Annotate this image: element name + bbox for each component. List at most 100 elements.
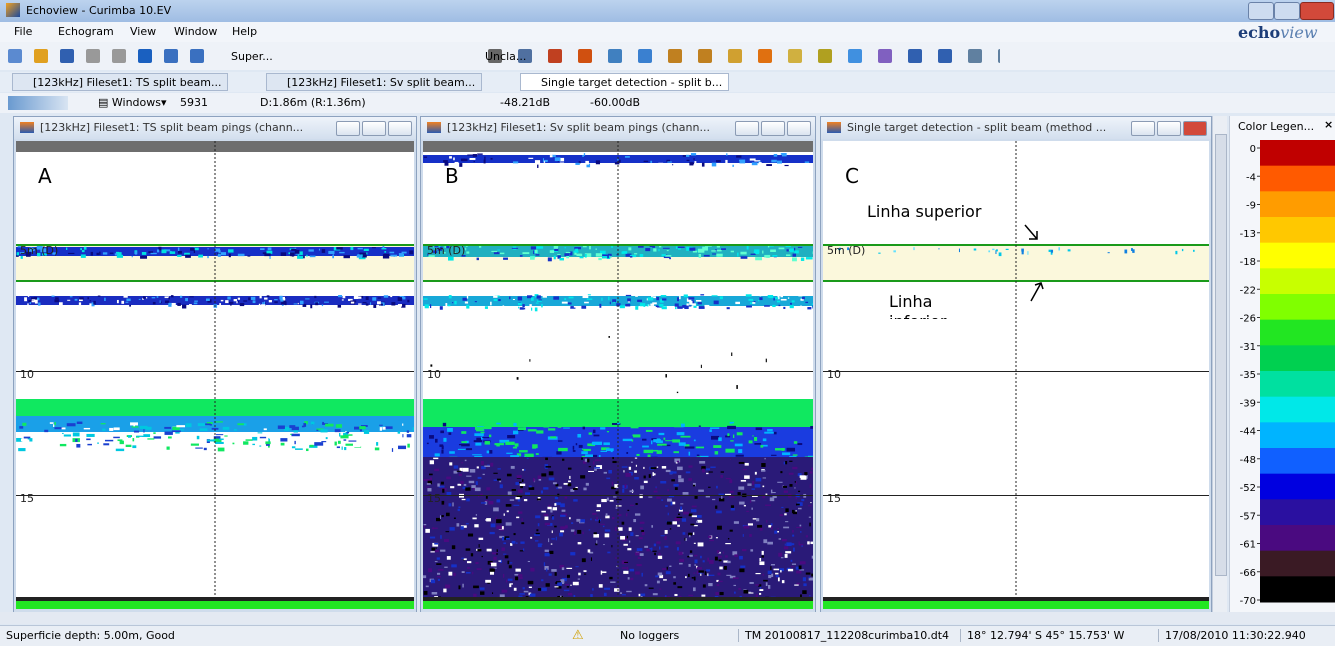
echo-noise <box>791 560 793 562</box>
echo-noise <box>733 585 736 586</box>
echo-noise <box>306 449 308 451</box>
menu-item[interactable]: View <box>130 25 156 38</box>
tab[interactable]: [123kHz] Fileset1: TS split beam... <box>12 73 228 91</box>
echo-noise <box>437 576 441 577</box>
toolbar-icon[interactable] <box>138 49 152 63</box>
echo-noise <box>314 442 323 446</box>
echo-noise <box>522 479 524 482</box>
maximize-button[interactable] <box>1274 2 1300 20</box>
tab[interactable]: Single target detection - split b... <box>520 73 729 91</box>
window-button[interactable] <box>1131 121 1155 136</box>
echo-noise <box>714 301 719 305</box>
toolbar-icon[interactable] <box>968 49 982 63</box>
close-button[interactable] <box>787 121 811 136</box>
echo-noise <box>536 430 543 433</box>
echo-noise <box>662 306 667 309</box>
echo-noise <box>620 592 622 594</box>
echo-noise <box>90 300 91 301</box>
echo-noise <box>687 160 690 161</box>
depth-line <box>423 495 813 496</box>
close-button[interactable] <box>388 121 412 136</box>
legend-close[interactable]: × <box>1324 118 1333 131</box>
layout-icons[interactable] <box>8 96 68 110</box>
toolbar-icon[interactable] <box>698 49 712 63</box>
menu-item[interactable]: File <box>14 25 32 38</box>
window-button[interactable] <box>336 121 360 136</box>
legend-swatch <box>1260 551 1335 577</box>
echo-noise <box>878 253 880 254</box>
menu-item[interactable]: Echogram <box>58 25 114 38</box>
echo-noise <box>18 448 25 451</box>
echo-noise <box>600 524 605 525</box>
windows-menu[interactable]: ▤ Windows▾ <box>98 96 167 109</box>
depth-label: 15 <box>827 492 841 505</box>
echo-noise <box>759 558 761 561</box>
echo-noise <box>377 301 381 304</box>
toolbar-icon[interactable] <box>998 49 1000 63</box>
toolbar-icon[interactable] <box>190 49 204 63</box>
echo-noise <box>204 448 207 450</box>
echo-noise <box>105 440 113 442</box>
toolbar-icon[interactable] <box>164 49 178 63</box>
close-button[interactable] <box>1183 121 1207 136</box>
echo-noise <box>559 533 563 537</box>
toolbar-icon[interactable] <box>86 49 100 63</box>
toolbar-icon[interactable] <box>848 49 862 63</box>
toolbar-icon[interactable] <box>548 49 562 63</box>
toolbar-icon[interactable] <box>878 49 892 63</box>
toolbar-icon[interactable] <box>34 49 48 63</box>
toolbar-icon[interactable] <box>938 49 952 63</box>
toolbar-item[interactable]: Super... <box>231 50 273 63</box>
tab[interactable]: [123kHz] Fileset1: Sv split beam... <box>266 73 482 91</box>
echo-noise <box>798 491 800 492</box>
echo-noise <box>666 470 671 472</box>
echo-noise <box>291 434 299 437</box>
window-button[interactable] <box>1157 121 1181 136</box>
echo-noise <box>475 443 481 446</box>
toolbar-icon[interactable] <box>608 49 622 63</box>
echo-noise <box>794 441 797 444</box>
echo-noise <box>731 508 735 511</box>
toolbar-icon[interactable] <box>112 49 126 63</box>
echo-noise <box>448 572 452 576</box>
toolbar-icon[interactable] <box>818 49 832 63</box>
toolbar-icon[interactable] <box>788 49 802 63</box>
toolbar-icon[interactable] <box>908 49 922 63</box>
toolbar-icon[interactable] <box>8 49 22 63</box>
menu-item[interactable]: Help <box>232 25 257 38</box>
window-button[interactable] <box>362 121 386 136</box>
toolbar-item[interactable]: Uncla... <box>485 50 526 63</box>
echo-noise <box>601 571 602 575</box>
echo-noise <box>444 567 447 568</box>
echo-noise <box>552 155 556 157</box>
menu-item[interactable]: Window <box>174 25 217 38</box>
echo-noise <box>385 426 393 429</box>
minimize-button[interactable] <box>1248 2 1274 20</box>
toolbar-icon[interactable] <box>60 49 74 63</box>
toolbar-icon[interactable] <box>758 49 772 63</box>
horizontal-scrollbar[interactable] <box>0 612 1335 624</box>
echo-noise <box>285 297 286 298</box>
close-button[interactable] <box>1300 2 1334 20</box>
echo-noise <box>457 471 461 472</box>
echo-noise <box>640 486 644 490</box>
vertical-scrollbar[interactable] <box>1212 116 1227 614</box>
toolbar-icon[interactable] <box>638 49 652 63</box>
echo-noise <box>186 423 192 427</box>
echo-noise <box>468 534 473 537</box>
echo-noise <box>445 531 449 532</box>
toolbar-icon[interactable] <box>728 49 742 63</box>
echo-noise <box>743 534 744 537</box>
echo-noise <box>535 307 538 311</box>
echo-noise <box>609 577 612 579</box>
window-button[interactable] <box>735 121 759 136</box>
toolbar-icon[interactable] <box>668 49 682 63</box>
window-button[interactable] <box>761 121 785 136</box>
echo-noise <box>576 519 580 522</box>
echo-noise <box>465 301 468 303</box>
echo-noise <box>725 449 734 453</box>
scroll-thumb[interactable] <box>1215 134 1227 576</box>
echo-noise <box>777 161 782 164</box>
toolbar-icon[interactable] <box>578 49 592 63</box>
echo-noise <box>1108 252 1110 253</box>
